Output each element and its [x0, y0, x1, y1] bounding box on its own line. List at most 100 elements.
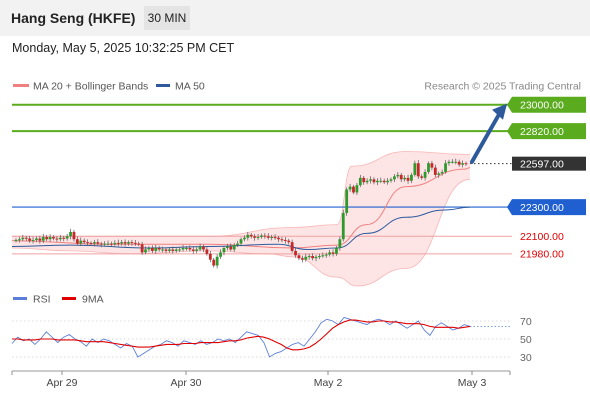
candle-body: [232, 245, 236, 250]
candlesticks: [14, 158, 468, 269]
level-labels: 23000.00 22820.00 22597.00 22300.00 22100.00…: [507, 96, 586, 261]
ma50-legend-label: MA 50: [175, 81, 205, 93]
candle-body: [355, 185, 359, 193]
pivot-tag: [507, 199, 586, 216]
trend-arrow-head: [492, 103, 507, 120]
bollinger-legend-label: MA 20 + Bollinger Bands: [33, 81, 148, 93]
candle-body: [239, 239, 243, 244]
last-price-label: 22597.00: [520, 158, 564, 170]
candle-body: [18, 239, 21, 241]
bollinger-lower-line: [11, 178, 471, 287]
candle-body: [236, 243, 239, 246]
candle-body: [304, 256, 308, 260]
candle-body: [389, 179, 393, 181]
rsi-legend-swatch: [13, 297, 27, 300]
level-lines: [12, 103, 512, 255]
candle-body: [273, 237, 277, 239]
candle-body: [348, 186, 352, 190]
candle-body: [253, 236, 257, 238]
x-axis: Apr 29 Apr 30 May 2 May 3: [11, 370, 511, 389]
bollinger-band-fill: [12, 151, 470, 286]
candle-body: [79, 240, 83, 244]
candle-body: [222, 248, 226, 253]
candle-body: [300, 258, 304, 260]
support-label: 21980.00: [520, 249, 564, 261]
candle-body: [447, 161, 451, 164]
candle-body: [369, 179, 372, 181]
resistance-tag: [507, 123, 586, 140]
candle-body: [399, 174, 403, 180]
candle-body: [147, 248, 151, 250]
support-label: 22100.00: [520, 231, 564, 243]
candle-body: [137, 243, 141, 245]
candle-body: [185, 248, 188, 249]
candle-body: [423, 172, 427, 178]
candle-body: [444, 163, 447, 172]
candle-body: [161, 249, 164, 251]
candle-body: [72, 231, 76, 240]
candle-body: [352, 186, 355, 193]
candle-body: [164, 249, 168, 251]
candle-body: [86, 242, 89, 244]
candle-body: [154, 248, 158, 251]
candle-body: [168, 249, 171, 251]
candle-body: [335, 248, 338, 254]
candle-body: [75, 239, 79, 244]
candle-body: [171, 249, 175, 251]
candle-body: [198, 246, 202, 250]
candle-body: [433, 167, 437, 175]
candle-body: [205, 249, 209, 254]
candle-body: [181, 248, 185, 250]
candle-body: [307, 256, 311, 258]
candle-body: [457, 161, 461, 165]
credit-text: Research © 2025 Trading Central: [424, 81, 581, 93]
candle-body: [375, 180, 379, 183]
candle-body: [287, 240, 291, 243]
ma9-legend-label: 9MA: [82, 294, 104, 306]
candle-body: [270, 237, 274, 239]
candle-body: [52, 237, 55, 239]
rsi-panel: 70 50 30: [11, 316, 532, 364]
candle-body: [413, 163, 417, 175]
candle-body: [246, 234, 250, 238]
candle-body: [263, 235, 267, 237]
timeframe-button[interactable]: 30 MIN: [144, 6, 190, 30]
rsi-tick-label: 30: [520, 352, 532, 364]
candle-body: [379, 180, 383, 182]
candle-body: [331, 252, 335, 254]
candle-body: [266, 236, 270, 238]
candle-body: [62, 237, 66, 239]
candle-body: [311, 256, 314, 259]
candle-body: [48, 237, 52, 240]
trend-arrow-shaft: [470, 110, 502, 164]
candle-body: [229, 246, 233, 250]
candle-body: [28, 238, 32, 241]
candle-body: [427, 163, 430, 172]
candle-body: [386, 180, 389, 183]
candle-body: [294, 250, 297, 256]
candle-body: [215, 256, 219, 266]
candle-body: [130, 242, 134, 244]
candle-body: [96, 242, 100, 244]
candle-body: [372, 179, 376, 183]
candle-body: [440, 172, 444, 174]
candle-body: [280, 239, 284, 241]
resistance-label: 22820.00: [520, 126, 564, 138]
candle-body: [41, 237, 45, 241]
candle-body: [324, 254, 328, 256]
candle-body: [89, 242, 93, 244]
candle-body: [208, 253, 212, 260]
resistance-label: 23000.00: [520, 100, 564, 112]
x-tick-label: May 3: [458, 377, 487, 389]
ma50-legend-swatch: [156, 84, 170, 87]
instrument-title: Hang Seng (HKFE): [11, 10, 136, 26]
candle-body: [243, 237, 246, 240]
header-bar: Hang Seng (HKFE) 30 MIN: [0, 0, 590, 36]
candle-body: [82, 240, 86, 243]
candle-body: [144, 249, 147, 253]
candle-body: [157, 248, 161, 250]
candle-body: [212, 259, 216, 266]
candle-body: [174, 249, 178, 251]
rsi-9ma-line: [12, 319, 471, 351]
candle-body: [178, 249, 182, 251]
